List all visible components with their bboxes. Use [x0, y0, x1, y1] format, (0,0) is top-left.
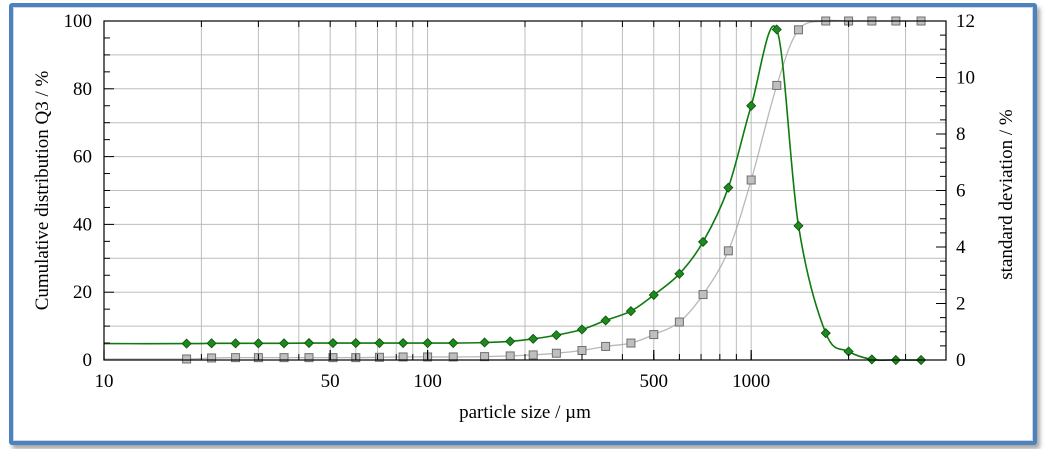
square-marker: [505, 351, 515, 361]
diamond-marker: [528, 333, 539, 344]
y-right-tick-label: 4: [956, 237, 966, 258]
y-left-tick-label: 60: [73, 147, 92, 168]
x-axis-title: particle size / µm: [459, 402, 591, 423]
diamond-marker: [505, 336, 516, 347]
y-left-tick-label: 0: [83, 350, 93, 371]
diamond-marker: [625, 306, 636, 317]
square-marker: [448, 352, 458, 362]
square-marker: [374, 352, 384, 362]
x-tick-label: 10: [95, 371, 114, 392]
diamond-marker: [746, 100, 757, 111]
square-marker: [207, 353, 217, 363]
square-marker: [772, 80, 782, 90]
y-right-tick-label: 10: [956, 68, 975, 89]
square-marker: [480, 352, 490, 362]
diamond-marker: [600, 315, 611, 326]
diamond-marker: [253, 338, 264, 349]
square-marker: [649, 330, 659, 340]
series-2: [103, 24, 927, 366]
square-marker: [551, 348, 561, 358]
series-2-line: [103, 25, 922, 361]
diamond-marker: [350, 337, 361, 349]
diamond-marker: [723, 182, 734, 193]
series-1: [103, 16, 926, 364]
diamond-marker: [422, 337, 433, 349]
diamond-marker: [374, 337, 385, 349]
square-marker: [304, 353, 314, 363]
square-marker: [626, 338, 636, 348]
y-left-tick-label: 20: [73, 282, 92, 303]
diamond-marker: [771, 24, 782, 35]
square-marker: [674, 317, 684, 327]
y-right-tick-label: 8: [956, 124, 966, 145]
diamond-marker: [206, 338, 217, 349]
grid-lines: [103, 21, 947, 360]
diamond-marker: [674, 268, 685, 279]
y-right-tick-label: 12: [956, 11, 975, 32]
diamond-marker: [551, 330, 562, 341]
y-right-tick-label: 6: [956, 181, 966, 202]
axis-ticks: [103, 20, 947, 361]
y-axis-right-title: standard deviation / %: [996, 109, 1017, 280]
square-marker: [577, 346, 587, 356]
x-tick-label: 50: [321, 371, 340, 392]
square-marker: [398, 352, 408, 362]
y-axis-left-title: Cumulative distribution Q3 / %: [32, 71, 53, 311]
x-tick-label: 500: [640, 371, 669, 392]
y-left-tick-label: 80: [73, 79, 92, 100]
square-marker: [723, 246, 733, 256]
square-marker: [182, 354, 192, 364]
square-marker: [328, 353, 338, 363]
y-right-tick-label: 0: [956, 350, 966, 371]
square-marker: [698, 290, 708, 300]
diamond-marker: [448, 337, 459, 349]
diamond-marker: [648, 289, 659, 301]
square-marker: [793, 25, 803, 35]
diamond-marker: [793, 220, 804, 231]
diamond-marker: [479, 337, 490, 348]
diamond-marker: [230, 338, 241, 349]
square-marker: [746, 175, 756, 185]
diamond-marker: [398, 337, 409, 349]
diamond-marker: [697, 236, 709, 247]
series-1-line: [103, 19, 922, 360]
x-tick-label: 1000: [732, 371, 770, 392]
y-left-tick-label: 100: [64, 11, 93, 32]
diamond-marker: [327, 337, 339, 349]
diamond-marker: [181, 338, 192, 349]
y-right-tick-label: 2: [956, 294, 966, 315]
diamond-marker: [576, 324, 588, 335]
diamond-marker: [303, 337, 315, 349]
diamond-marker: [820, 328, 831, 339]
square-marker: [231, 353, 241, 363]
square-marker: [601, 341, 611, 351]
y-left-tick-label: 40: [73, 214, 92, 235]
diamond-marker: [278, 338, 290, 349]
x-tick-label: 100: [413, 371, 442, 392]
square-marker: [279, 353, 289, 363]
square-marker: [528, 350, 538, 360]
